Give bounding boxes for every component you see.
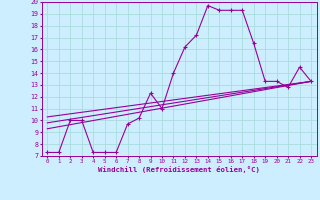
X-axis label: Windchill (Refroidissement éolien,°C): Windchill (Refroidissement éolien,°C) <box>98 166 260 173</box>
